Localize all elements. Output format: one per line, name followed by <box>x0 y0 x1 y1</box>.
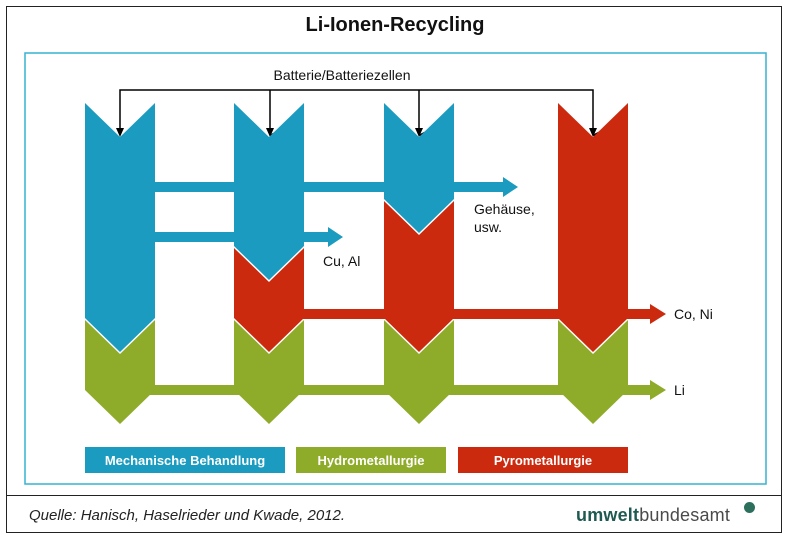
page-title: Li-Ionen-Recycling <box>305 14 485 36</box>
legend-mechanical-swatch <box>85 447 285 473</box>
col2-hydro-chevron <box>234 320 304 424</box>
col1-hydro-chevron <box>85 320 155 424</box>
co-ni-flow <box>300 309 655 319</box>
col3-hydro-chevron <box>384 320 454 424</box>
cu-al-label: Cu, Al <box>323 253 360 269</box>
legend-mechanical-label: Mechanische Behandlung <box>105 453 265 468</box>
co-ni-arrowhead <box>650 304 666 324</box>
col4-hydro-chevron <box>558 320 628 424</box>
col2-mechanical-chevron <box>234 103 304 280</box>
gehaeuse-arrowhead <box>503 177 518 197</box>
legend-pyro-swatch <box>458 447 628 473</box>
umweltbundesamt-logo: umweltbundesamt <box>576 505 730 526</box>
legend-hydro-swatch <box>296 447 446 473</box>
cu-al-arrowhead <box>328 227 343 247</box>
arrowhead-3 <box>415 128 423 137</box>
gehaeuse-label-line1: Gehäuse, <box>474 201 535 217</box>
gehaeuse-flow <box>150 182 505 192</box>
arrowhead-1 <box>116 128 124 137</box>
col3-pyro-chevron <box>384 201 454 352</box>
li-arrowhead <box>650 380 666 400</box>
logo-light-text: bundesamt <box>639 505 731 525</box>
col2-pyro-chevron <box>234 248 304 352</box>
arrowhead-2 <box>266 128 274 137</box>
logo-bold-text: umwelt <box>576 505 640 525</box>
logo-mark-icon <box>744 502 755 513</box>
input-label: Batterie/Batteriezellen <box>274 67 411 83</box>
footer-divider <box>6 495 782 496</box>
legend-pyro-label: Pyrometallurgie <box>494 453 592 468</box>
gehaeuse-label-line2: usw. <box>474 219 502 235</box>
col4-pyro-chevron <box>558 103 628 352</box>
col1-mechanical-chevron <box>85 103 155 352</box>
arrowhead-4 <box>589 128 597 137</box>
diagram-border <box>24 52 767 485</box>
input-connector <box>119 89 600 139</box>
co-ni-label: Co, Ni <box>674 306 713 322</box>
li-label: Li <box>674 382 685 398</box>
source-citation: Quelle: Hanisch, Haselrieder und Kwade, … <box>29 507 346 524</box>
col3-mechanical-chevron <box>384 103 454 233</box>
legend-hydro-label: Hydrometallurgie <box>318 453 425 468</box>
